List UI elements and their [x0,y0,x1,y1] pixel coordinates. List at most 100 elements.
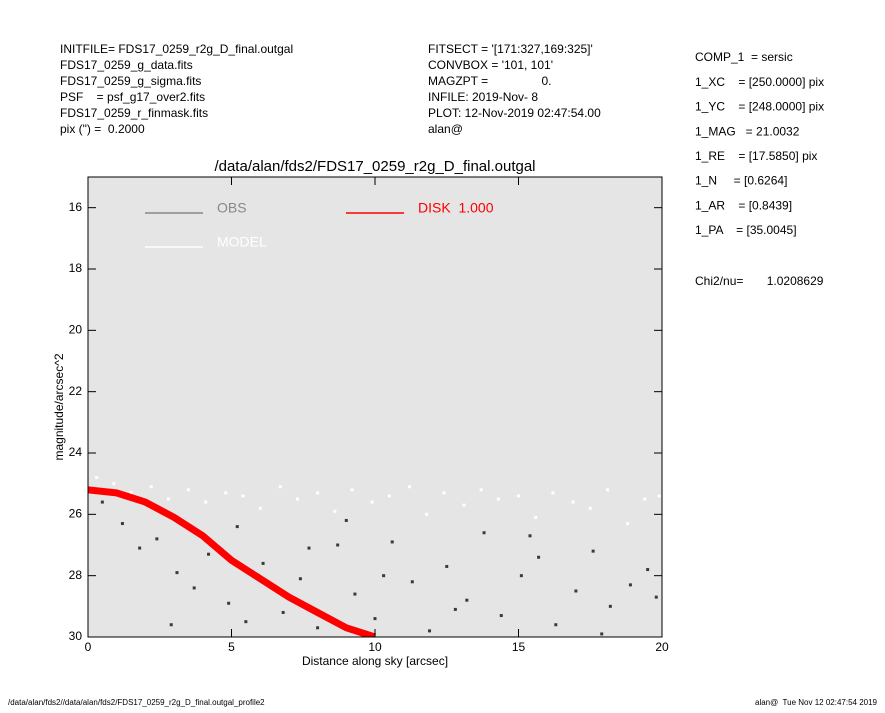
data-point [296,497,300,501]
data-point [186,488,190,492]
chi2: Chi2/nu= 1.0208629 [695,274,824,288]
header-left: pix (") = 0.2000 [60,122,145,136]
data-point [626,522,630,526]
chart-title: /data/alan/fds2/FDS17_0259_r2g_D_final.o… [214,158,535,175]
data-point [425,512,429,516]
data-point [390,540,394,544]
header-middle: alan@ [428,122,463,136]
data-point [605,488,609,492]
data-point [407,485,411,489]
data-point [528,534,532,538]
data-point [169,623,173,627]
data-point [410,580,414,584]
data-point [479,488,483,492]
data-point [428,629,432,633]
legend-label: MODEL [217,234,267,250]
header-right: 1_RE = [17.5850] pix [695,149,817,163]
x-tick-label: 5 [228,640,235,654]
header-right: 1_PA = [35.0045] [695,223,797,237]
data-point [496,497,500,501]
legend-label: OBS [217,200,247,216]
data-point [316,491,320,495]
header-right: 1_MAG = 21.0032 [695,124,800,138]
data-point [571,500,575,504]
model-curve [88,486,377,637]
data-point [643,497,647,501]
header-right: 1_YC = [248.0000] pix [695,100,824,114]
data-point [370,500,374,504]
data-point [588,506,592,510]
data-point [261,561,265,565]
data-point [382,574,386,578]
data-point [235,525,239,529]
data-point [445,564,449,568]
footer-left: /data/alan/fds2//data/alan/fds2/FDS17_02… [8,698,265,707]
y-tick-label: 20 [69,323,83,337]
legend-label: DISK 1.000 [418,200,494,216]
x-tick-label: 20 [655,640,669,654]
header-right: 1_XC = [250.0000] pix [695,75,824,89]
header-left: PSF = psf_g17_over2.fits [60,90,205,104]
data-point [175,571,179,575]
header-right: COMP_1 = sersic [695,50,793,64]
header-left: FDS17_0259_g_data.fits [60,58,193,72]
header-middle: CONVBOX = '101, 101' [428,58,553,72]
data-point [224,491,228,495]
header-left: FDS17_0259_g_sigma.fits [60,74,201,88]
data-point [149,485,153,489]
data-point [298,577,302,581]
data-point [517,494,520,498]
data-point [258,506,262,510]
data-point [307,546,311,550]
y-tick-label: 24 [69,445,83,459]
x-tick-label: 0 [85,640,92,654]
data-point [646,568,650,572]
data-point [608,604,612,608]
data-point [244,620,248,624]
x-tick-label: 15 [512,640,526,654]
data-point [344,518,348,522]
data-point [551,491,555,495]
data-point [281,610,285,614]
data-point [129,491,133,495]
data-point [100,500,104,504]
data-point [333,509,337,513]
data-point [112,482,116,486]
data-point [95,476,99,480]
plot-area [88,177,662,637]
header-left: FDS17_0259_r_finmask.fits [60,106,208,120]
header-middle: PLOT: 12-Nov-2019 02:47:54.00 [428,106,601,120]
header-middle: MAGZPT = 0. [428,74,551,88]
header-middle: INFILE: 2019-Nov- 8 [428,90,538,104]
footer-right: alan@ Tue Nov 12 02:47:54 2019 [755,698,878,707]
x-axis-label: Distance along sky [arcsec] [302,654,448,668]
data-point [155,537,159,541]
data-point [350,488,354,492]
data-point [207,552,211,556]
y-tick-label: 18 [69,261,83,275]
x-tick-label: 10 [368,640,382,654]
data-point [499,614,503,618]
data-point [442,491,446,495]
data-point [387,494,391,498]
header-right: 1_AR = [0.8439] [695,198,792,212]
data-point [278,485,282,489]
data-point [462,503,466,507]
y-tick-label: 30 [69,629,83,643]
y-tick-label: 16 [69,200,83,214]
data-point [591,549,595,553]
data-point [138,546,142,550]
data-point [465,598,469,602]
data-point [482,531,486,535]
data-point [657,494,661,498]
data-point [316,626,320,630]
data-point [519,574,523,578]
data-point [166,497,170,501]
data-point [628,583,632,587]
y-axis-label: magnitude/arcsec^2 [52,353,66,460]
header-left: INITFILE= FDS17_0259_r2g_D_final.outgal [60,42,293,56]
header-right: 1_N = [0.6264] [695,174,787,188]
y-tick-label: 28 [69,568,83,582]
data-point [204,500,208,504]
